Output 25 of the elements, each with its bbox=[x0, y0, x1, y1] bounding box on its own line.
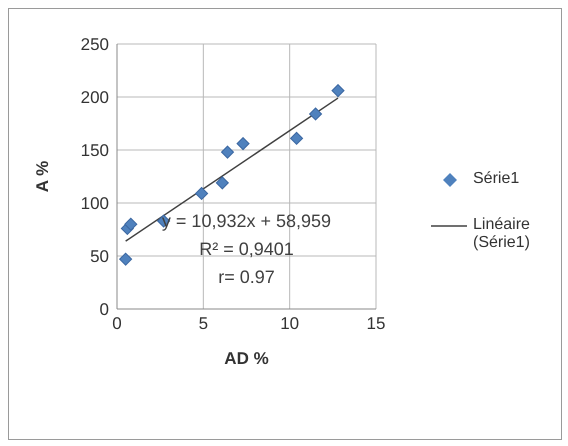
x-tick-label: 0 bbox=[112, 314, 122, 334]
annotation: r= 0.97 bbox=[217, 267, 276, 288]
point bbox=[332, 84, 345, 98]
point bbox=[221, 146, 234, 159]
point bbox=[216, 176, 229, 190]
y-tick-label: 0 bbox=[100, 300, 109, 320]
x-axis-title: AD % bbox=[224, 349, 269, 368]
legend-label: Linéaire (Série1) bbox=[473, 216, 531, 252]
point bbox=[309, 107, 322, 120]
x-tick-label: 15 bbox=[366, 314, 386, 334]
point bbox=[290, 132, 304, 145]
point bbox=[195, 186, 208, 200]
y-axis-title: A % bbox=[33, 160, 52, 192]
x-tick-label: 5 bbox=[198, 314, 208, 334]
y-tick-label: 100 bbox=[80, 194, 109, 214]
y-tick-label: 150 bbox=[80, 141, 109, 160]
point bbox=[236, 137, 250, 150]
y-tick-label: 200 bbox=[80, 88, 109, 108]
y-tick-label: 250 bbox=[80, 35, 109, 54]
x-tick-label: 10 bbox=[280, 314, 300, 334]
point bbox=[124, 218, 138, 231]
legend-label: Série1 bbox=[473, 170, 520, 188]
y-tick-label: 50 bbox=[90, 247, 109, 266]
annotation: R² = 0,9401 bbox=[198, 239, 295, 260]
point bbox=[119, 252, 132, 266]
